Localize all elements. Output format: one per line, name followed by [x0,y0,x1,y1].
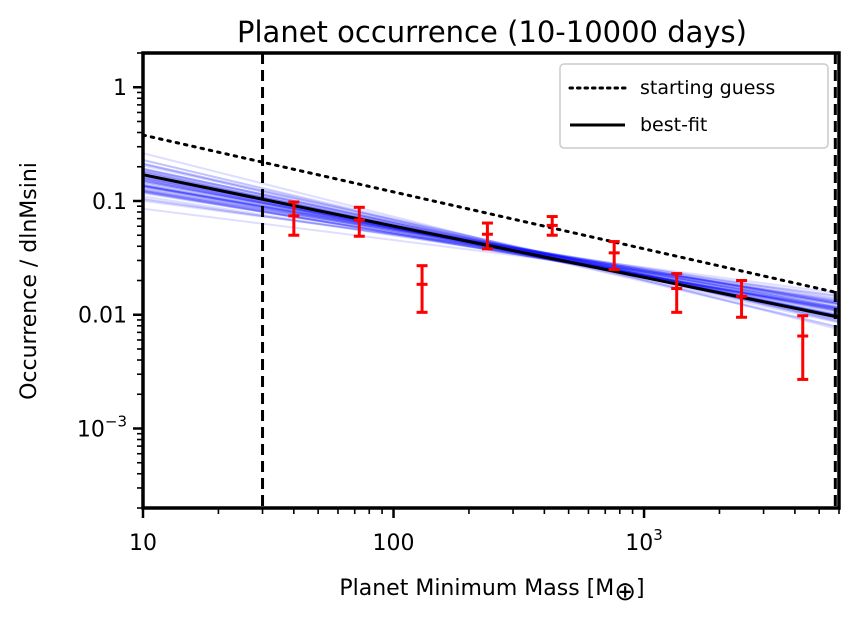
data-point-1 [288,200,300,237]
data-point-9 [797,314,809,381]
legend-best-fit-label: best-fit [640,114,707,136]
posterior-sample-line [143,158,839,329]
series-line-starting-guess [143,133,839,295]
posterior-sample-line [143,181,839,306]
legend-starting-guess-label: starting guess [640,77,775,99]
posterior-sample-line [143,184,839,304]
posterior-sample-line [143,179,839,309]
y-tick-label-3: 10−3 [77,412,127,442]
x-tick-label-1: 100 [373,531,415,556]
data-point-7 [671,272,683,314]
data-point-3 [416,264,428,314]
series-line-best-fit [143,173,839,319]
x-tick-label-0: 10 [129,531,157,556]
data-point-2 [353,205,365,238]
posterior-sample-line [143,182,839,305]
posterior-sample-line [143,183,839,305]
chart-title: Planet occurrence (10-10000 days) [237,15,747,49]
posterior-sample-line [143,207,839,297]
posterior-sample-line [143,187,839,301]
legend-box [559,63,829,149]
data-point-4 [481,221,493,251]
posterior-sample-line [143,164,839,318]
y-axis-label: Occurrence / dlnMsini [17,162,42,400]
posterior-sample-line [143,152,839,331]
x-tick-label-2: 103 [625,526,663,556]
y-tick-label-2: 0.01 [78,304,127,329]
data-point-5 [546,215,558,237]
y-tick-label-0: 1 [113,76,127,101]
data-points [288,200,809,381]
reference-lines [261,53,837,508]
posterior-sample-line [143,179,839,309]
data-point-8 [736,279,748,319]
y-tick-label-1: 0.1 [92,190,127,215]
posterior-sample-line [143,168,839,317]
posterior-sample-line [143,173,839,312]
posterior-sample-line [143,168,839,317]
x-axis-label: Planet Minimum Mass [M⊕] [339,576,644,607]
legend: starting guess best-fit [559,63,829,149]
series-lines [143,133,839,319]
data-point-6 [608,240,620,271]
posterior-samples [143,152,839,331]
axis-ticks: 10 100 103 1 0.1 0.01 10−3 [77,52,840,556]
